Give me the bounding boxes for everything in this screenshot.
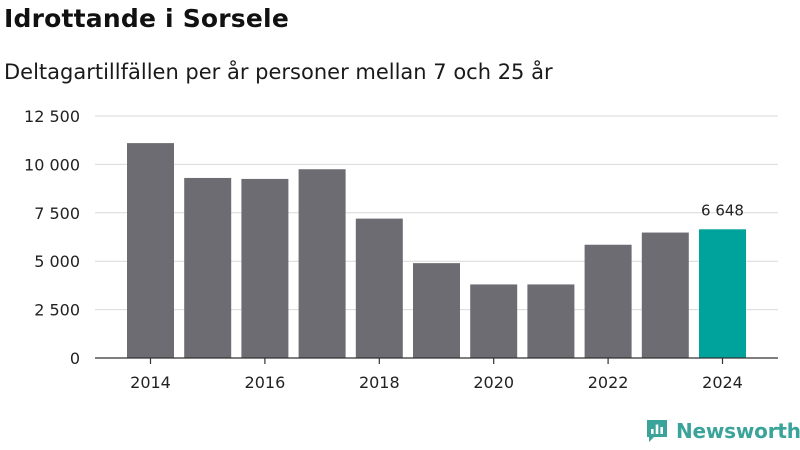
chart-title: Idrottande i Sorsele — [4, 4, 289, 33]
y-tick-label: 12 500 — [24, 107, 80, 126]
newsworthy-logo-text: Newsworthy — [676, 419, 800, 443]
y-tick-label: 7 500 — [34, 204, 80, 223]
x-tick-label: 2022 — [588, 373, 629, 392]
bar — [298, 169, 346, 358]
bar — [470, 284, 518, 358]
data-label: 6 648 — [701, 201, 744, 219]
y-tick-label: 0 — [70, 349, 80, 368]
highlighted-bar — [699, 229, 746, 358]
x-tick-label: 2018 — [359, 373, 400, 392]
bar — [355, 218, 403, 358]
y-tick-label: 2 500 — [34, 301, 80, 320]
bar — [241, 178, 289, 358]
bar — [584, 244, 632, 358]
bar — [127, 143, 174, 358]
x-tick-label: 2014 — [130, 373, 171, 392]
chart-subtitle: Deltagartillfällen per år personer mella… — [4, 60, 553, 84]
newsworthy-logo: Newsworthy — [645, 418, 800, 444]
bar — [527, 284, 575, 358]
y-tick-label: 10 000 — [24, 155, 80, 174]
x-tick-label: 2016 — [245, 373, 286, 392]
bar — [413, 263, 460, 358]
y-tick-label: 5 000 — [34, 252, 80, 271]
x-tick-label: 2024 — [702, 373, 743, 392]
bar — [641, 232, 689, 358]
bar — [184, 177, 232, 358]
newsworthy-logo-icon — [647, 420, 667, 442]
x-tick-label: 2020 — [473, 373, 514, 392]
